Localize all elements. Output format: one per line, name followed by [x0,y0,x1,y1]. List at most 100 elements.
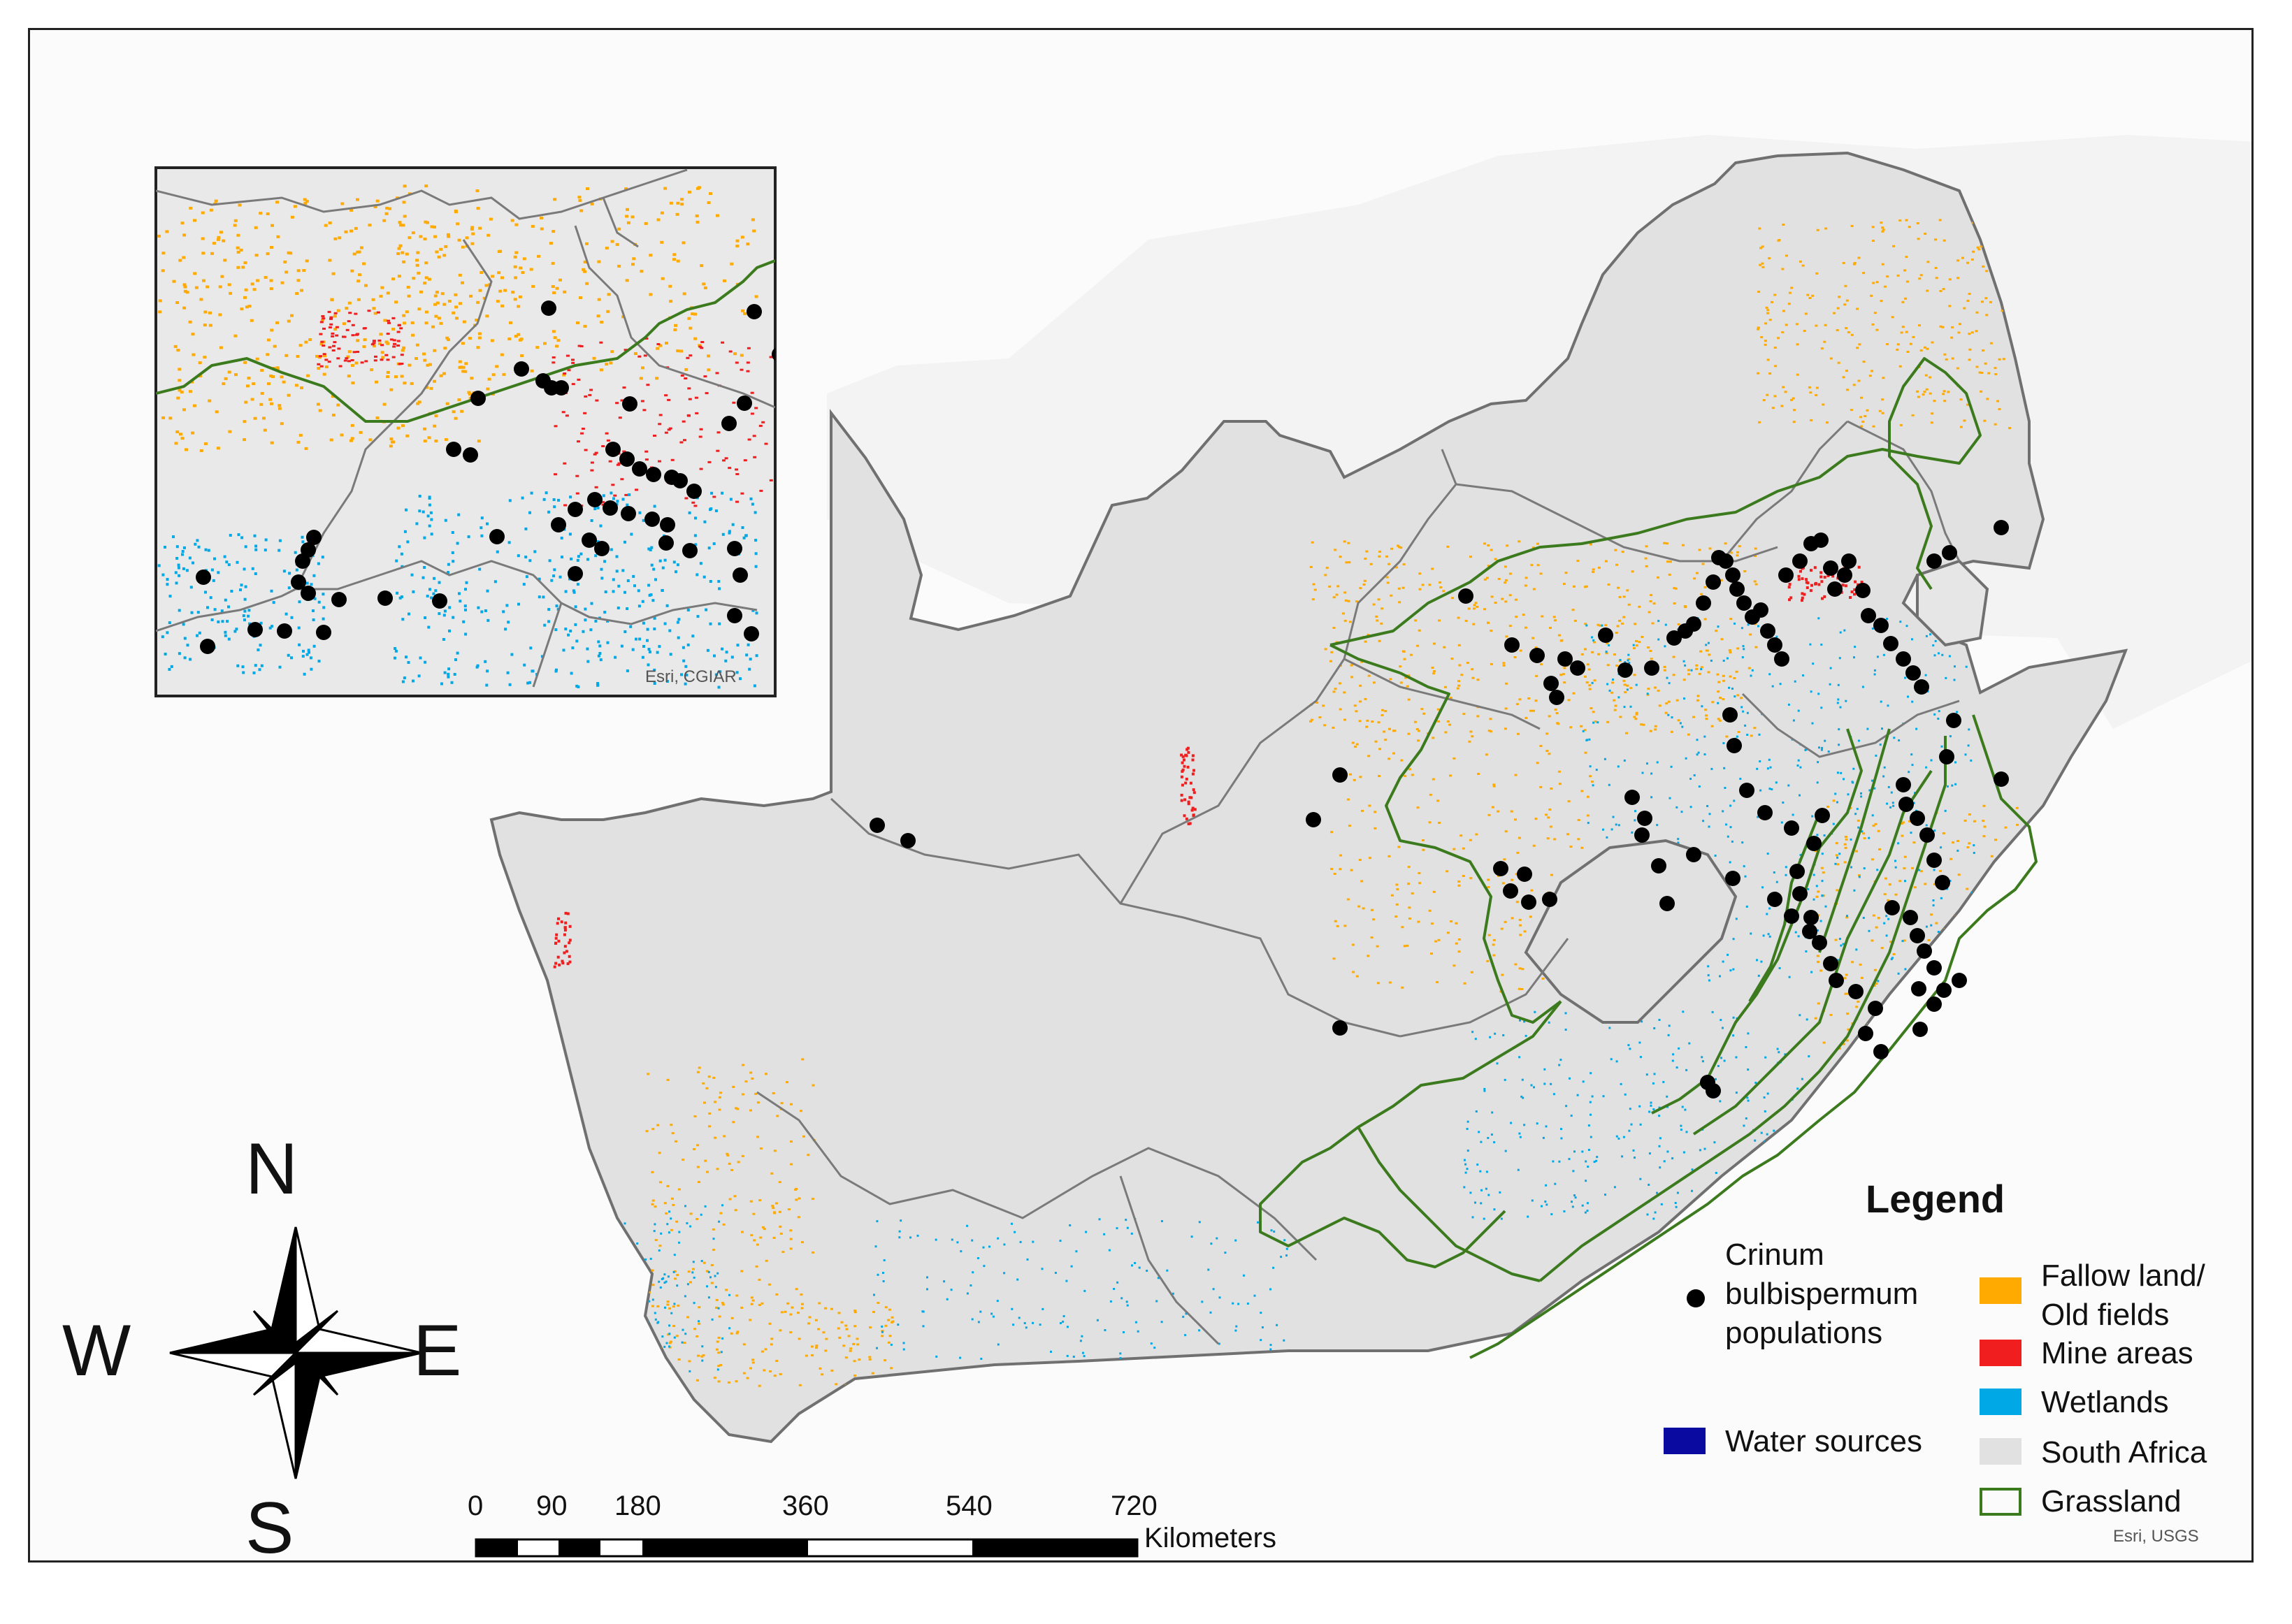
land-cover-patch [926,1288,928,1291]
land-cover-patch [735,500,739,503]
land-cover-patch [596,683,600,687]
land-cover-patch [1618,595,1622,598]
land-cover-patch [510,219,514,222]
land-cover-patch [503,289,507,292]
land-cover-patch [576,558,579,562]
land-cover-patch [554,941,557,945]
land-cover-patch [402,314,406,317]
land-cover-patch [711,1318,714,1321]
land-cover-patch [1519,1136,1522,1138]
compass-west-label: W [62,1310,131,1391]
land-cover-patch [1657,638,1660,641]
land-cover-patch [712,542,716,546]
land-cover-patch [741,1154,744,1157]
population-point [1802,924,1817,939]
land-cover-patch [1758,421,1761,423]
land-cover-patch [415,522,419,525]
land-cover-patch [560,537,563,539]
land-cover-patch [629,625,633,628]
land-cover-patch [682,420,686,423]
land-cover-patch [1957,331,1961,334]
land-cover-patch [1530,1084,1533,1087]
land-cover-patch [1191,758,1195,762]
land-cover-patch [696,1166,700,1168]
land-cover-patch [1466,1128,1469,1130]
land-cover-patch [1970,759,1973,762]
land-cover-patch [571,361,575,364]
land-cover-patch [1531,1199,1534,1202]
land-cover-patch [576,583,579,586]
land-cover-patch [658,645,661,648]
land-cover-patch [1998,358,2001,361]
land-cover-patch [655,377,659,380]
land-cover-patch [740,1306,744,1309]
land-cover-patch [434,314,438,318]
land-cover-patch [591,1208,593,1211]
land-cover-patch [713,1377,716,1379]
land-cover-patch [321,315,325,317]
land-cover-patch [287,393,291,397]
land-cover-patch [651,599,655,602]
land-cover-patch [1534,818,1538,820]
land-cover-patch [672,1203,675,1206]
population-point [1926,960,1942,976]
land-cover-patch [935,1355,938,1358]
land-cover-patch [1623,683,1627,686]
land-cover-patch [351,324,355,326]
land-cover-patch [1400,759,1404,762]
land-cover-patch [1096,1319,1099,1321]
land-cover-patch [403,215,407,218]
land-cover-patch [1656,824,1659,827]
land-cover-patch [1836,771,1839,774]
land-cover-patch [1722,679,1726,682]
land-cover-patch [575,684,579,688]
land-cover-patch [603,611,607,614]
land-cover-patch [1039,1324,1042,1326]
land-cover-patch [1586,795,1590,798]
land-cover-patch [266,338,271,342]
land-cover-patch [554,962,558,965]
land-cover-patch [1492,938,1496,941]
land-cover-patch [1903,855,1907,858]
land-cover-patch [1333,873,1336,875]
land-cover-patch [1887,918,1890,920]
land-cover-patch [1504,1150,1507,1152]
land-cover-patch [649,549,652,551]
land-cover-patch [1635,711,1638,714]
land-cover-patch [537,254,541,258]
land-cover-patch [1191,754,1195,757]
land-cover-patch [763,1228,766,1231]
land-cover-patch [654,1312,656,1314]
land-cover-patch [444,438,448,441]
land-cover-patch [1840,771,1843,774]
land-cover-patch [1180,799,1183,802]
land-cover-patch [1897,842,1900,845]
land-cover-patch [1719,975,1721,978]
land-cover-patch [208,324,212,327]
land-cover-patch [604,1316,607,1319]
land-cover-patch [183,656,187,660]
land-cover-patch [1764,1213,1766,1216]
land-cover-patch [514,276,518,280]
land-cover-patch [716,1168,719,1170]
land-cover-patch [700,341,705,343]
land-cover-patch [658,559,662,563]
land-cover-patch [208,311,212,314]
land-cover-patch [1628,662,1631,665]
land-cover-patch [2019,850,2022,853]
land-cover-patch [1946,887,1949,890]
land-cover-patch [1829,667,1832,669]
land-cover-patch [1621,551,1624,553]
land-cover-patch [1591,1095,1594,1098]
land-cover-patch [664,394,668,397]
land-cover-patch [1935,922,1938,925]
land-cover-patch [263,428,267,432]
land-cover-patch [1753,727,1757,730]
land-cover-patch [1690,669,1693,672]
land-cover-patch [1638,605,1641,608]
land-cover-patch [1632,1149,1635,1152]
land-cover-patch [1418,629,1421,632]
land-cover-patch [1388,563,1391,565]
land-cover-patch [1815,324,1818,327]
land-cover-patch [1768,788,1771,790]
